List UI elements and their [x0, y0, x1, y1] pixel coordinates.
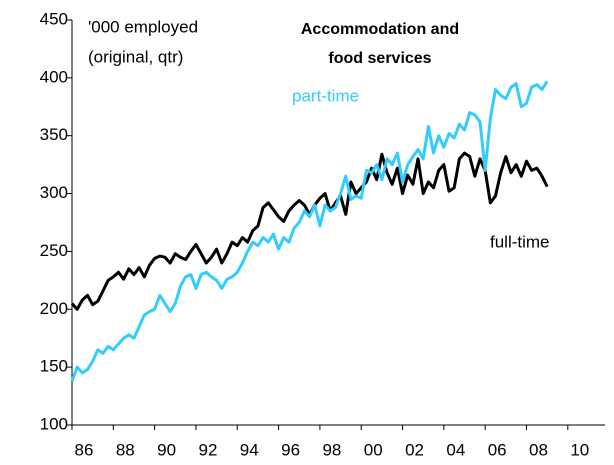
x-tick-label: 90: [157, 440, 176, 459]
annotation: (original, qtr): [88, 47, 183, 66]
y-tick-label: 450: [40, 9, 68, 28]
chart-title: Accommodation and: [301, 21, 459, 38]
chart-title: food services: [328, 50, 431, 67]
x-tick-label: 08: [529, 440, 548, 459]
x-tick-label: 06: [488, 440, 507, 459]
x-tick-label: 00: [364, 440, 383, 459]
annotation: '000 employed: [88, 17, 198, 36]
x-tick-label: 94: [240, 440, 259, 459]
x-tick-label: 92: [198, 440, 217, 459]
y-tick-label: 300: [40, 183, 68, 202]
y-tick-label: 150: [40, 357, 68, 376]
x-tick-label: 10: [570, 440, 589, 459]
y-tick-label: 350: [40, 125, 68, 144]
x-tick-label: 98: [322, 440, 341, 459]
y-tick-label: 250: [40, 241, 68, 260]
y-tick-label: 400: [40, 67, 68, 86]
series-label: full-time: [490, 232, 550, 251]
x-tick-label: 96: [281, 440, 300, 459]
series-line: [70, 80, 549, 382]
y-tick-label: 200: [40, 299, 68, 318]
x-tick-label: 88: [116, 440, 135, 459]
series-line: [70, 151, 549, 311]
x-tick-label: 02: [405, 440, 424, 459]
x-tick-label: 04: [446, 440, 465, 459]
series-label: part-time: [292, 86, 359, 105]
x-tick-label: 86: [75, 440, 94, 459]
y-tick-label: 100: [40, 414, 68, 433]
